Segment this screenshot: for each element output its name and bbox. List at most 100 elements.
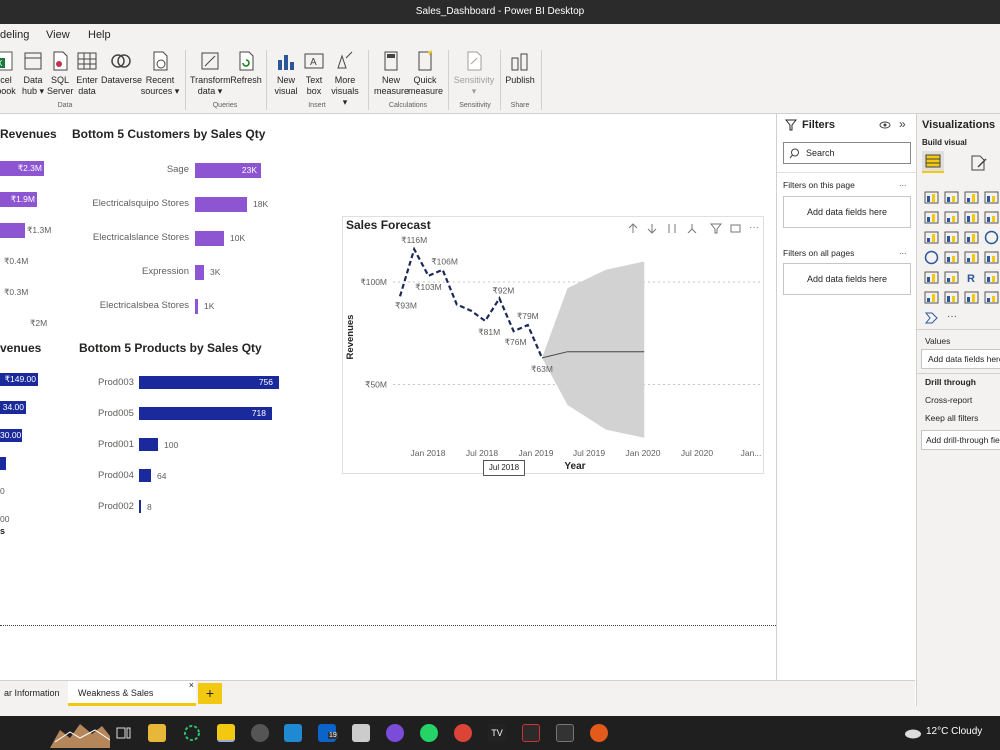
treemap-icon[interactable] [944, 250, 959, 265]
menu-view[interactable]: View [46, 29, 70, 41]
values-field-well[interactable]: Add data fields here [921, 349, 1000, 369]
publish-button[interactable]: Publish [504, 50, 536, 86]
revenue-series-line[interactable] [398, 246, 544, 359]
xd-app-icon[interactable] [590, 724, 608, 742]
funnel-icon[interactable] [944, 230, 959, 245]
tab-weakness-sales-forecast[interactable]: Weakness & Sales Forecast × [68, 680, 196, 723]
map-icon[interactable] [964, 250, 979, 265]
revenue-2-bar-label: ₹149.00 [4, 374, 36, 384]
revenue-2-bar[interactable] [0, 457, 6, 470]
product-bar[interactable] [139, 407, 272, 420]
collapse-pane-icon[interactable]: » [899, 117, 906, 131]
add-page-filter-well[interactable]: Add data fields here [783, 196, 911, 228]
product-bar[interactable] [139, 438, 158, 451]
tradingview-icon[interactable]: TV [488, 724, 506, 742]
pie-chart-icon[interactable] [984, 230, 999, 245]
line-chart-icon[interactable] [924, 210, 939, 225]
tab-ar-information[interactable]: ar Information [4, 688, 60, 698]
product-bar[interactable] [139, 469, 151, 482]
paginated-report-icon[interactable] [984, 290, 999, 305]
qa-icon[interactable] [964, 290, 979, 305]
scatter-icon[interactable] [964, 230, 979, 245]
data-hub-button[interactable]: Data hub ▾ [20, 50, 46, 97]
whatsapp-icon[interactable] [420, 724, 438, 742]
customer-bar[interactable] [195, 299, 198, 314]
transform-data-button[interactable]: Transform data ▾ [190, 50, 231, 97]
key-influencers-icon[interactable] [924, 290, 939, 305]
excel-workbook-button[interactable]: X celbook [0, 50, 18, 97]
refresh-button[interactable]: Refresh [230, 50, 262, 86]
file-explorer-icon[interactable] [148, 724, 166, 742]
revenue-2-bar[interactable] [0, 373, 38, 386]
ribbon-chart-icon[interactable] [984, 210, 999, 225]
revenue-2-bar[interactable] [0, 401, 26, 414]
vscode-icon[interactable] [284, 724, 302, 742]
waterfall-icon[interactable] [924, 230, 939, 245]
filters-all-pages-more[interactable]: ... [899, 246, 907, 256]
menu-help[interactable]: Help [88, 29, 111, 41]
power-bi-icon[interactable] [217, 724, 235, 742]
messenger-icon[interactable] [386, 724, 404, 742]
format-visual-icon[interactable] [969, 153, 989, 173]
product-bar[interactable] [139, 376, 279, 389]
text-box-button[interactable]: A Text box [301, 50, 327, 97]
filters-search-input[interactable]: Search [783, 142, 911, 164]
sales-forecast-chart[interactable]: Sales Forecast ··· ₹93M ₹116M ₹103M ₹106M ₹8… [343, 217, 765, 475]
add-all-pages-filter-well[interactable]: Add data fields here [783, 263, 911, 295]
donut-icon[interactable] [924, 250, 939, 265]
matrix-icon[interactable] [944, 270, 959, 285]
power-automate-icon[interactable] [924, 310, 939, 325]
sensitivity-button[interactable]: Sensitivity ▾ [452, 50, 496, 97]
stacked-bar-icon[interactable] [924, 190, 939, 205]
revenue-bar[interactable] [0, 192, 37, 207]
sales-forecast-visual[interactable]: Sales Forecast ··· ₹93M ₹116M ₹103M ₹106M ₹8… [342, 216, 765, 476]
table-icon[interactable] [924, 270, 939, 285]
app-icon[interactable] [251, 724, 269, 742]
revenue-bar[interactable] [0, 223, 25, 238]
filters-on-page-more[interactable]: ... [899, 178, 907, 188]
r-visual-icon[interactable]: R [964, 270, 979, 285]
customer-bar[interactable] [195, 197, 247, 212]
smart-narrative-icon[interactable] [944, 290, 959, 305]
task-view-icon[interactable] [114, 724, 132, 742]
menu-modeling[interactable]: deling [0, 29, 30, 41]
customer-bar[interactable] [195, 231, 224, 246]
clustered-column-icon[interactable] [984, 190, 999, 205]
customer-bar[interactable] [195, 163, 261, 178]
add-page-button[interactable]: + [198, 683, 222, 704]
app-icon-2[interactable] [522, 724, 540, 742]
keep-all-filters-toggle[interactable]: Keep all filters [925, 413, 979, 423]
cross-report-toggle[interactable]: Cross-report [925, 395, 973, 405]
stacked-column-icon[interactable] [944, 190, 959, 205]
clustered-bar-icon[interactable] [964, 190, 979, 205]
ribbon-separator [541, 50, 542, 110]
area-chart-icon[interactable] [944, 210, 959, 225]
revenue-2-bar[interactable] [0, 429, 22, 442]
build-visual-tab[interactable] [922, 151, 944, 173]
eye-icon[interactable] [879, 120, 891, 130]
filters-on-page-label: Filters on this page [783, 180, 855, 190]
drill-through-field-well[interactable]: Add drill-through fie [921, 430, 1000, 450]
python-icon[interactable] [984, 270, 999, 285]
sql-server-button[interactable]: SQL Server [47, 50, 74, 97]
stacked-area-icon[interactable] [964, 210, 979, 225]
chrome-icon[interactable] [454, 724, 472, 742]
quick-measure-button[interactable]: Quick measure [408, 50, 443, 97]
dataverse-button[interactable]: Dataverse [101, 50, 142, 86]
printer-icon[interactable] [352, 724, 370, 742]
search-highlight-image[interactable] [50, 718, 110, 748]
more-visuals-ellipsis[interactable]: ··· [947, 311, 957, 322]
enter-data-button[interactable]: Enter data [74, 50, 100, 97]
mail-icon[interactable]: 19 [318, 724, 338, 742]
new-visual-button[interactable]: New visual [272, 50, 300, 97]
loading-app-icon[interactable] [183, 724, 201, 742]
revenue-bar[interactable] [0, 161, 44, 176]
customer-bar[interactable] [195, 265, 204, 280]
close-tab-icon[interactable]: × [188, 680, 194, 690]
terminal-icon[interactable] [556, 724, 574, 742]
recent-sources-button[interactable]: Recent sources ▾ [140, 50, 180, 97]
new-measure-button[interactable]: New measure [374, 50, 409, 97]
filled-map-icon[interactable] [984, 250, 999, 265]
more-visuals-button[interactable]: More visuals ▾ [328, 50, 362, 108]
product-bar[interactable] [139, 500, 141, 513]
